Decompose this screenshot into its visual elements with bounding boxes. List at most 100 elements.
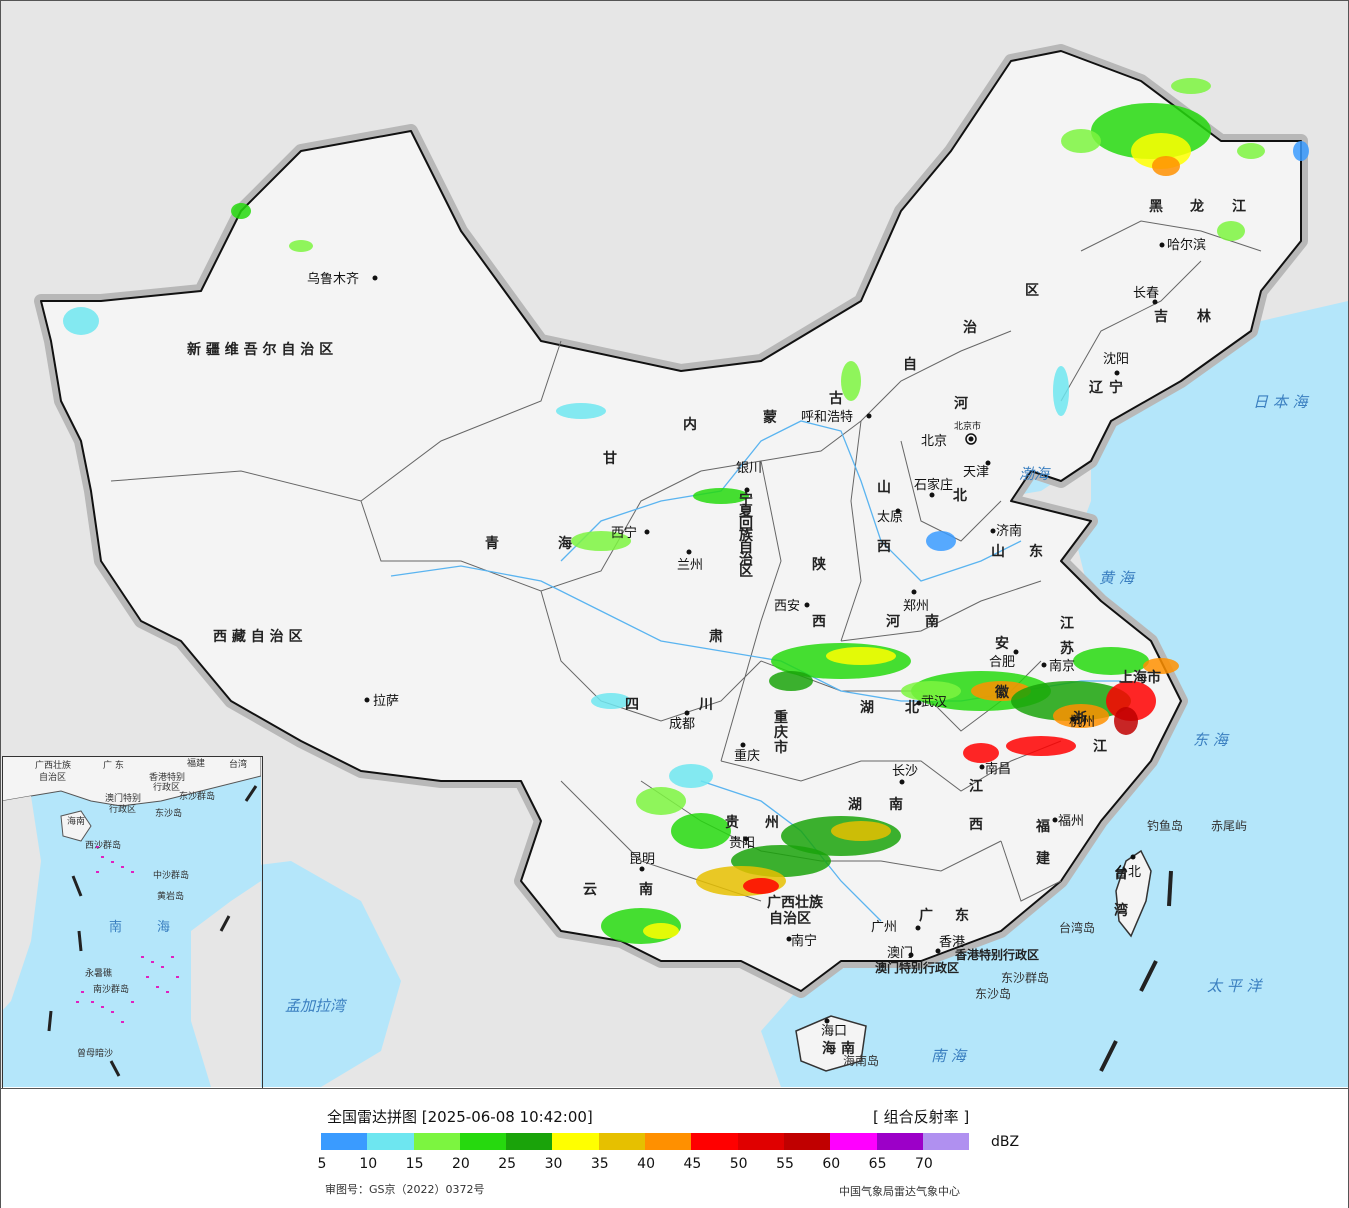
city-marker — [804, 602, 810, 608]
scale-swatch — [783, 1133, 831, 1150]
city-marker — [644, 529, 650, 535]
region-label: 宁 — [1109, 379, 1123, 396]
region-label: 重 — [774, 709, 788, 726]
map-title: 全国雷达拼图 [2025-06-08 10:42:00] — [327, 1108, 593, 1126]
region-label: 海 — [822, 1040, 836, 1057]
radar-echo — [926, 531, 956, 551]
maritime-lines — [1099, 870, 1173, 1072]
inset-island-marker — [111, 861, 114, 863]
region-label: 黑 — [1149, 199, 1163, 215]
south-china-sea-inset: 广西壮族自治区广 东福建 台湾香港特别行政区澳门特别行政区东沙群岛东沙岛海南西沙群… — [2, 756, 261, 1087]
color-scale-ticks: 5 10 15 20 25 30 35 40 45 50 55 60 65 70 — [1, 1156, 1001, 1176]
inset-island-marker — [171, 956, 174, 958]
sea-label: 南 海 — [931, 1047, 968, 1065]
region-label: 川 — [698, 697, 713, 713]
region-label: 新 疆 维 吾 尔 自 治 区 — [187, 341, 333, 358]
inset-island-marker — [91, 1001, 94, 1003]
scale-tick: 35 — [590, 1156, 609, 1172]
city-marker — [1159, 242, 1165, 248]
region-label: 自 — [903, 356, 917, 373]
scale-swatch — [737, 1133, 784, 1150]
inset-island-marker — [151, 961, 154, 963]
city-marker — [364, 697, 370, 703]
city-label: 长沙 — [892, 764, 918, 779]
city-marker — [908, 952, 914, 958]
region-label: 区 — [1025, 283, 1039, 299]
city-label: 拉萨 — [373, 694, 399, 709]
region-label: 徽 — [994, 684, 1010, 701]
region-label: 贵 — [725, 814, 739, 831]
scale-tick: 60 — [822, 1156, 841, 1172]
scale-tick: 15 — [405, 1156, 424, 1172]
inset-label: 南沙群岛 — [93, 983, 129, 995]
radar-echo — [1171, 78, 1211, 94]
city-marker — [372, 275, 378, 281]
radar-echo — [743, 878, 779, 894]
region-label: 苏 — [1060, 640, 1074, 657]
scale-tick: 40 — [637, 1156, 656, 1172]
inset-label: 行政区 — [153, 781, 180, 793]
region-label: 南 — [925, 613, 939, 630]
island-label: 钓鱼岛 — [1147, 818, 1183, 833]
inset-island-marker — [96, 871, 99, 873]
region-label: 蒙 — [763, 409, 777, 426]
city-marker — [911, 589, 917, 595]
sea-label: 渤海 — [1019, 465, 1051, 483]
radar-echo — [1053, 704, 1109, 728]
region-label: 肃 — [709, 628, 723, 645]
region-label: 山 — [877, 480, 891, 496]
city-marker — [935, 948, 941, 954]
scale-swatch — [459, 1133, 507, 1150]
sea-label: 黄 海 — [1099, 569, 1136, 587]
region-label: 自 — [739, 539, 753, 556]
city-labels: 乌鲁木齐拉萨西宁兰州银川呼和浩特北京北京市天津石家庄太原济南郑州西安成都重庆武汉… — [307, 237, 1206, 1039]
inset-island-marker — [76, 1001, 79, 1003]
region-label: 江 — [1232, 198, 1246, 215]
inset-label: 福建 — [187, 757, 205, 769]
sea-label: 孟加拉湾 — [285, 997, 348, 1015]
radar-echo — [769, 671, 813, 691]
scale-tick: 50 — [729, 1156, 748, 1172]
scale-swatch — [830, 1133, 877, 1150]
radar-echo — [1006, 736, 1076, 756]
city-label: 太原 — [877, 510, 903, 525]
inset-island-marker — [101, 1006, 104, 1008]
inset-island-marker — [156, 986, 159, 988]
region-label: 江 — [1060, 615, 1074, 632]
city-marker — [1114, 370, 1120, 376]
radar-echo — [1217, 221, 1245, 241]
region-label: 龙 — [1189, 198, 1204, 215]
island-label: 东沙岛 — [975, 986, 1011, 1001]
radar-echo — [841, 361, 861, 401]
scale-tick: 65 — [868, 1156, 887, 1172]
region-label: 西 — [812, 614, 826, 630]
region-label: 自治区 — [769, 910, 811, 927]
scale-tick: 25 — [498, 1156, 517, 1172]
city-marker — [1052, 817, 1058, 823]
region-label: 江 — [969, 778, 983, 795]
city-label: 西安 — [774, 599, 800, 614]
city-label: 北京市 — [954, 420, 981, 432]
city-label: 长春 — [1133, 286, 1159, 301]
radar-echo — [591, 693, 631, 709]
island-label: 台湾岛 — [1059, 920, 1095, 935]
inset-island-marker — [166, 991, 169, 993]
agency-credit: 中国气象局雷达气象中心 — [839, 1185, 960, 1198]
city-label: 北京 — [921, 434, 947, 449]
region-label: 福 — [1035, 818, 1050, 835]
city-marker — [639, 866, 645, 872]
scale-swatch — [413, 1133, 460, 1150]
region-label: 澳门特别行政区 — [875, 960, 959, 975]
city-label: 海口 — [821, 1024, 847, 1039]
region-label: 南 — [841, 1040, 855, 1057]
city-label: 杭州 — [1069, 715, 1095, 730]
radar-echo — [963, 743, 999, 763]
region-label: 林 — [1197, 308, 1211, 325]
city-label: 合肥 — [989, 655, 1015, 670]
scale-swatch — [321, 1133, 368, 1150]
sea-label: 日 本 海 — [1253, 393, 1310, 411]
scale-swatch — [598, 1133, 646, 1150]
radar-echo — [1053, 366, 1069, 416]
